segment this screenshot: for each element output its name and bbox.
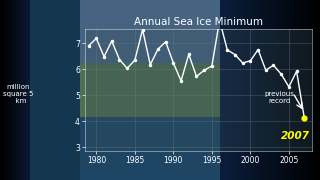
Text: previous
record: previous record xyxy=(265,91,295,104)
Text: 2007: 2007 xyxy=(281,131,309,141)
Text: million
square 5
  km: million square 5 km xyxy=(3,84,34,104)
Title: Annual Sea Ice Minimum: Annual Sea Ice Minimum xyxy=(134,17,263,27)
